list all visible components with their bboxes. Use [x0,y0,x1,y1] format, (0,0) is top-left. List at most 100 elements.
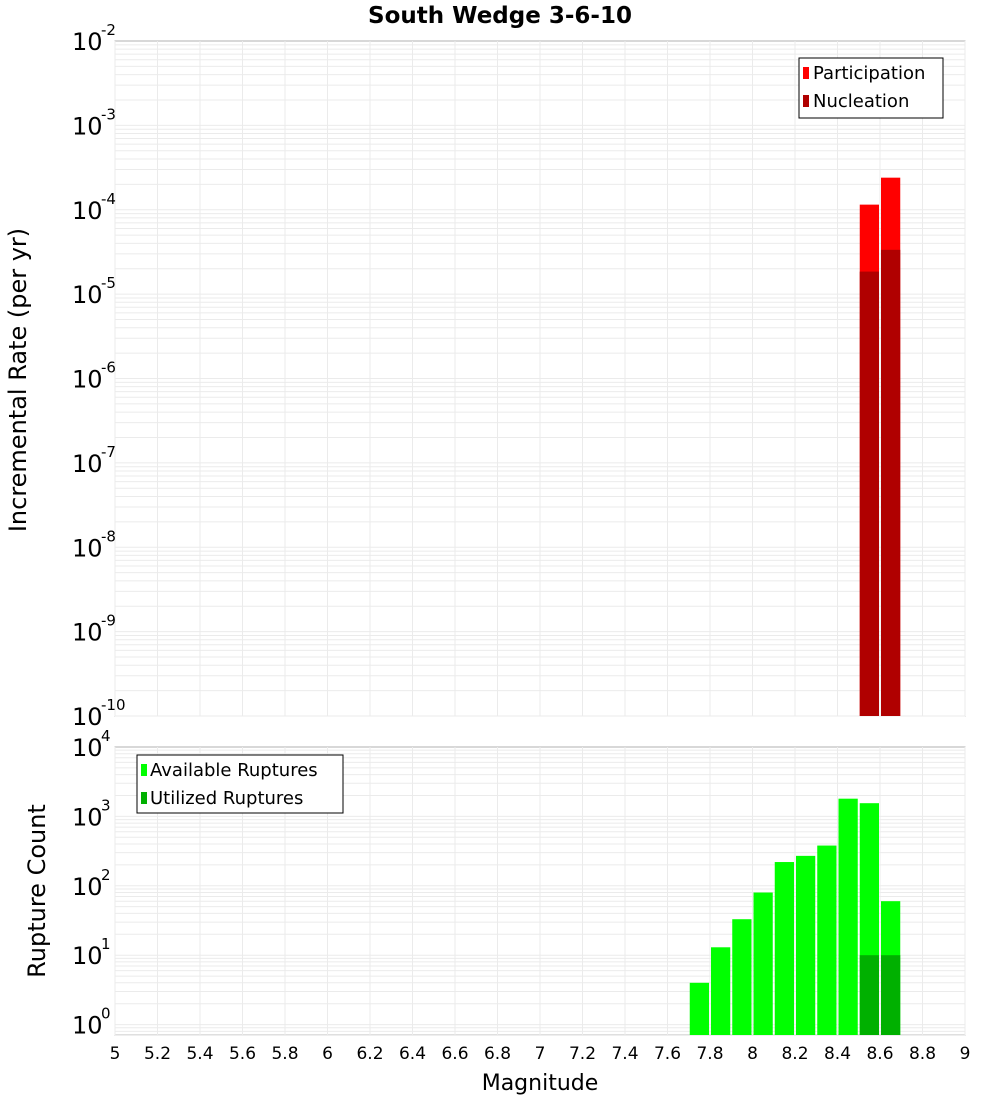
y-tick-label: 10-6 [72,359,116,394]
x-tick-label: 7.4 [611,1044,638,1064]
legend-label-participation: Participation [813,63,925,84]
y-tick-base: 10 [72,534,103,562]
bar-available-ruptures [796,855,816,1035]
y-tick-base: 10 [72,619,103,647]
y-tick-exponent: 4 [101,727,111,745]
x-tick-label: 8.6 [866,1044,893,1064]
bar-utilized-ruptures [859,955,879,1035]
y-tick-label: 10-5 [72,274,116,309]
x-tick-label: 5.2 [144,1044,171,1064]
y-tick-label: 102 [72,866,111,901]
y-tick-label: 10-9 [72,612,116,647]
y-tick-exponent: -8 [101,527,116,545]
y-tick-base: 10 [72,703,103,731]
bar-utilized-ruptures [881,955,901,1035]
y-tick-base: 10 [72,873,103,901]
y-tick-exponent: -10 [101,696,126,714]
x-axis-ticks: 5 5.2 5.4 5.6 5.8 6 6.2 6.4 6.6 6.8 7 7.2 7.4 7.6 7.8 8… [110,1044,971,1064]
x-tick-label: 6.2 [356,1044,383,1064]
y-tick-label: 10-3 [72,105,116,140]
legend-swatch-nucleation [803,95,809,107]
x-tick-label: 8.2 [781,1044,808,1064]
count-legend: Available Ruptures Utilized Ruptures [136,754,344,814]
y-tick-exponent: 3 [101,796,111,814]
y-tick-exponent: -6 [101,359,116,377]
x-tick-label: 6.8 [484,1044,511,1064]
legend-label-nucleation: Nucleation [813,91,909,112]
x-tick-label: 8.4 [824,1044,851,1064]
x-tick-label: 7 [535,1044,546,1064]
bar-available-ruptures [689,982,709,1035]
rate-bars [859,177,901,717]
legend-swatch-available [141,764,147,776]
legend-label-available: Available Ruptures [150,760,318,781]
chart-title: South Wedge 3-6-10 [368,3,632,29]
bar-available-ruptures [817,845,837,1035]
bar-nucleation [881,249,901,716]
x-tick-label: 7.2 [569,1044,596,1064]
x-tick-label: 5 [110,1044,121,1064]
legend-swatch-participation [803,67,809,79]
bar-available-ruptures [753,892,773,1035]
y-tick-exponent: -7 [101,443,116,461]
x-tick-label: 7.6 [654,1044,681,1064]
bar-available-ruptures [711,947,731,1035]
rate-y-axis-label: Incremental Rate (per yr) [4,228,32,532]
y-tick-label: 10-10 [72,696,126,731]
y-tick-base: 10 [72,281,103,309]
x-tick-label: 5.8 [271,1044,298,1064]
y-tick-exponent: -5 [101,274,116,292]
x-tick-label: 6.4 [399,1044,426,1064]
y-tick-exponent: -3 [101,105,116,123]
y-tick-exponent: -2 [101,21,116,39]
y-tick-base: 10 [72,450,103,478]
x-tick-label: 8 [747,1044,758,1064]
y-tick-exponent: -4 [101,190,116,208]
y-tick-label: 10-7 [72,443,116,478]
y-tick-base: 10 [72,28,103,56]
x-tick-label: 9 [960,1044,971,1064]
count-bars [689,798,901,1035]
bar-nucleation [859,271,879,716]
bar-available-ruptures [838,798,858,1035]
x-tick-label: 6.6 [441,1044,468,1064]
y-tick-label: 10-8 [72,527,116,562]
y-tick-label: 10-4 [72,190,116,225]
bar-available-ruptures [732,919,752,1035]
y-tick-exponent: -9 [101,612,116,630]
count-y-axis-label: Rupture Count [23,804,51,978]
y-tick-label: 10-2 [72,21,116,56]
rate-gridlines [114,41,966,717]
legend-label-utilized: Utilized Ruptures [150,788,303,809]
x-tick-label: 6 [322,1044,333,1064]
x-axis-label: Magnitude [482,1071,599,1096]
y-tick-base: 10 [72,197,103,225]
bar-available-ruptures [774,862,794,1035]
y-tick-base: 10 [72,734,103,762]
y-tick-base: 10 [72,942,103,970]
rate-legend-box [798,57,944,119]
y-tick-label: 104 [72,727,111,762]
y-tick-base: 10 [72,803,103,831]
y-tick-base: 10 [72,112,103,140]
legend-swatch-utilized [141,792,147,804]
y-tick-label: 101 [72,935,111,970]
x-tick-label: 5.6 [229,1044,256,1064]
y-tick-exponent: 2 [101,866,111,884]
y-tick-base: 10 [72,366,103,394]
x-tick-label: 5.4 [186,1044,213,1064]
y-tick-label: 100 [72,1005,111,1040]
y-tick-exponent: 0 [101,1005,111,1023]
count-legend-box [136,754,344,814]
y-tick-exponent: 1 [101,935,111,953]
x-tick-label: 8.8 [909,1044,936,1064]
x-tick-label: 7.8 [696,1044,723,1064]
y-tick-label: 103 [72,796,111,831]
rate-legend: Participation Nucleation [798,57,944,119]
y-tick-base: 10 [72,1012,103,1040]
